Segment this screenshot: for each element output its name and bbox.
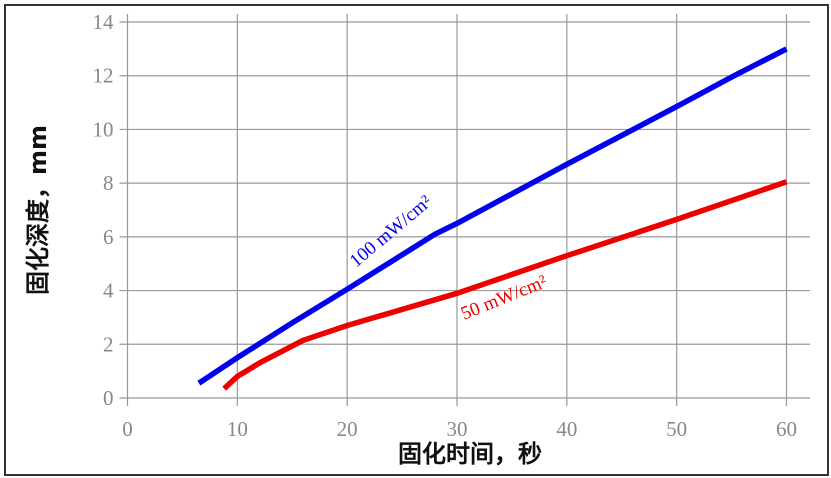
series-group bbox=[197, 46, 788, 391]
y-tick-label: 2 bbox=[103, 332, 114, 356]
tick-labels: 0 10 20 30 40 50 60 0 2 4 6 8 10 12 14 bbox=[93, 10, 798, 441]
x-tick-label: 20 bbox=[337, 417, 358, 441]
y-tick-label: 12 bbox=[93, 64, 114, 88]
x-tick-label: 30 bbox=[447, 417, 468, 441]
x-tick-label: 40 bbox=[556, 417, 577, 441]
y-tick-label: 8 bbox=[103, 171, 114, 195]
x-tick-label: 60 bbox=[776, 417, 797, 441]
chart-frame bbox=[4, 4, 829, 476]
series-line-1 bbox=[222, 179, 788, 391]
y-tick-label: 14 bbox=[93, 10, 115, 34]
x-axis-label: 固化时间，秒 bbox=[398, 440, 542, 468]
y-tick-label: 6 bbox=[103, 225, 114, 249]
y-tick-label: 4 bbox=[103, 279, 114, 303]
x-tick-label: 0 bbox=[122, 417, 133, 441]
x-tick-label: 10 bbox=[227, 417, 248, 441]
y-axis-label: 固化深度，mm bbox=[24, 125, 52, 295]
grid bbox=[119, 14, 810, 406]
series-line-0 bbox=[197, 46, 788, 386]
y-tick-label: 10 bbox=[93, 117, 114, 141]
y-tick-label: 0 bbox=[103, 386, 114, 410]
x-tick-label: 50 bbox=[666, 417, 687, 441]
